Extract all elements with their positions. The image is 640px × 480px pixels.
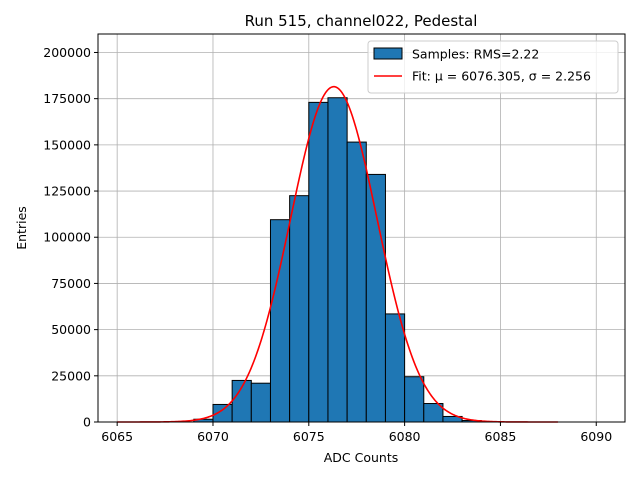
y-tick-label: 0	[83, 415, 91, 430]
x-tick-label: 6090	[580, 429, 612, 444]
y-tick-label: 100000	[43, 230, 91, 245]
histogram-bar	[269, 219, 291, 423]
y-tick-label: 150000	[43, 137, 91, 152]
histogram-bar	[404, 376, 425, 423]
x-tick-label: 6065	[101, 429, 133, 444]
legend: Samples: RMS=2.22 Fit: μ = 6076.305, σ =…	[367, 40, 619, 94]
legend-swatch-samples	[373, 47, 403, 60]
y-tick-label: 125000	[43, 184, 91, 199]
y-tick-label: 75000	[51, 276, 91, 291]
x-tick-label: 6075	[293, 429, 325, 444]
y-tick-label: 25000	[51, 368, 91, 383]
x-tick-label: 6070	[197, 429, 229, 444]
plot-frame	[97, 33, 626, 423]
y-tick-label: 50000	[51, 322, 91, 337]
y-tick-label: 200000	[43, 45, 91, 60]
y-axis: 0 25000 50000 75000 100000 125000 150000 175000…	[43, 45, 98, 430]
histogram-bar	[384, 313, 406, 423]
legend-label-fit: Fit: μ = 6076.305, σ = 2.256	[412, 69, 591, 84]
histogram-bar	[346, 141, 367, 423]
histogram-bar	[327, 97, 348, 423]
x-tick-label: 6080	[389, 429, 421, 444]
x-axis-title: ADC Counts	[324, 450, 399, 465]
y-tick-label: 175000	[43, 91, 91, 106]
histogram-bar	[250, 382, 271, 423]
histogram-bars	[193, 97, 482, 423]
x-tick-label: 6085	[485, 429, 517, 444]
chart-title: Run 515, channel022, Pedestal	[245, 12, 478, 30]
y-axis-title: Entries	[14, 206, 29, 250]
x-axis: 6065 6070 6075 6080 6085 6090	[101, 422, 612, 444]
legend-box	[367, 40, 619, 94]
legend-label-samples: Samples: RMS=2.22	[412, 47, 539, 62]
fit-curve	[117, 85, 558, 423]
histogram-bar	[308, 101, 329, 423]
histogram-bar	[289, 195, 310, 423]
